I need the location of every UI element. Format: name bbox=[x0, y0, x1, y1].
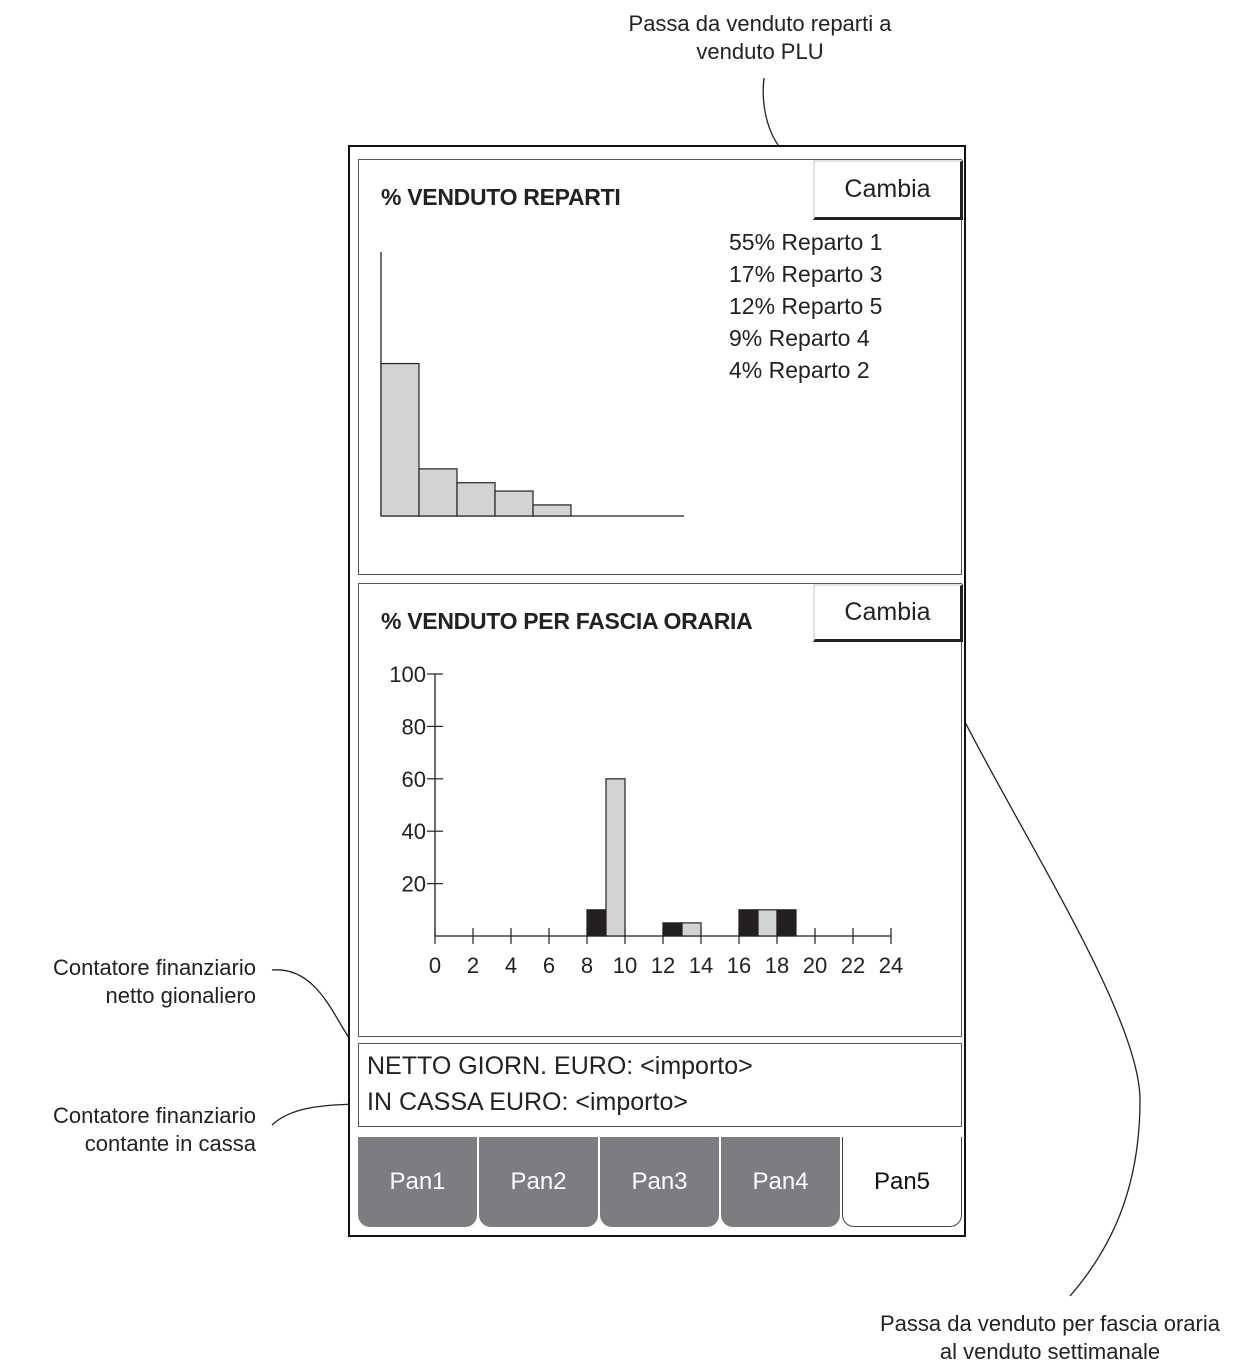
x-tick-label: 8 bbox=[581, 953, 593, 978]
bar-hour-16 bbox=[738, 909, 759, 937]
bar-hour-18 bbox=[776, 909, 797, 937]
counters-panel: NETTO GIORN. EURO: <importo> IN CASSA EU… bbox=[358, 1043, 962, 1127]
bar-reparto-2 bbox=[532, 504, 572, 517]
annotation-line: al venduto settimanale bbox=[939, 1339, 1161, 1364]
x-tick-label: 4 bbox=[505, 953, 517, 978]
annotation-line: Passa da venduto reparti a bbox=[628, 11, 892, 36]
bar-reparto-3 bbox=[418, 468, 458, 517]
x-tick-label: 0 bbox=[429, 953, 441, 978]
tab-pan2[interactable]: Pan2 bbox=[479, 1137, 598, 1227]
bar-reparto-1 bbox=[380, 362, 420, 517]
bar-reparto-5 bbox=[456, 482, 496, 517]
panel-reparti: % VENDUTO REPARTI Cambia 55% Reparto 1 1… bbox=[358, 159, 963, 575]
tab-bar: Pan1 Pan2 Pan3 Pan4 Pan5 bbox=[358, 1137, 962, 1227]
annotation-line: Contatore finanziario bbox=[52, 1103, 256, 1128]
legend-item: 4% Reparto 2 bbox=[729, 357, 870, 383]
annotation-line: Contatore finanziario bbox=[52, 955, 256, 980]
annotation-cambia-reparti: Passa da venduto reparti a venduto PLU bbox=[560, 10, 960, 66]
bar-hour-17 bbox=[757, 909, 778, 937]
legend-item: 12% Reparto 5 bbox=[729, 293, 883, 319]
annotation-line: netto gionaliero bbox=[105, 983, 256, 1008]
tab-pan3[interactable]: Pan3 bbox=[600, 1137, 719, 1227]
cassa-counter: IN CASSA EURO: <importo> bbox=[367, 1088, 688, 1116]
panel-fascia-oraria: % VENDUTO PER FASCIA ORARIA Cambia 20 40 6… bbox=[358, 583, 963, 1037]
annotation-line: Passa da venduto per fascia oraria bbox=[880, 1311, 1220, 1336]
annotation-cambia-fascia: Passa da venduto per fascia oraria al ve… bbox=[850, 1310, 1250, 1366]
legend-item: 9% Reparto 4 bbox=[729, 325, 870, 351]
reparti-bar-chart bbox=[380, 252, 684, 517]
cambia-reparti-button[interactable]: Cambia bbox=[813, 160, 963, 220]
legend-item: 17% Reparto 3 bbox=[729, 261, 883, 287]
legend-item: 55% Reparto 1 bbox=[729, 229, 883, 255]
x-tick-label: 12 bbox=[651, 953, 675, 978]
bar-hour-9 bbox=[605, 778, 626, 937]
x-tick-label: 24 bbox=[879, 953, 903, 978]
panel-reparti-title: % VENDUTO REPARTI bbox=[381, 184, 621, 210]
x-tick-label: 18 bbox=[765, 953, 789, 978]
annotation-line: contante in cassa bbox=[84, 1131, 256, 1156]
annotation-cassa: Contatore finanziario contante in cassa bbox=[10, 1102, 256, 1158]
x-tick-label: 16 bbox=[727, 953, 751, 978]
y-tick-label: 60 bbox=[402, 767, 426, 792]
x-tick-label: 14 bbox=[689, 953, 713, 978]
annotation-netto: Contatore finanziario netto gionaliero bbox=[10, 954, 256, 1010]
y-tick-label: 100 bbox=[389, 662, 426, 687]
bar-hour-13 bbox=[681, 922, 702, 937]
y-tick-label: 40 bbox=[402, 819, 426, 844]
annotation-line: venduto PLU bbox=[696, 39, 824, 64]
x-tick-label: 10 bbox=[613, 953, 637, 978]
netto-counter: NETTO GIORN. EURO: <importo> bbox=[367, 1052, 753, 1080]
bar-reparto-4 bbox=[494, 490, 534, 517]
device-screen: % VENDUTO REPARTI Cambia 55% Reparto 1 1… bbox=[348, 145, 966, 1237]
bar-hour-12 bbox=[662, 922, 683, 937]
leader-line-cambia-fascia bbox=[927, 639, 1141, 1297]
y-tick-label: 20 bbox=[402, 872, 426, 897]
x-tick-label: 22 bbox=[841, 953, 865, 978]
bar-hour-8 bbox=[586, 909, 607, 937]
tab-pan1[interactable]: Pan1 bbox=[358, 1137, 477, 1227]
tab-pan5[interactable]: Pan5 bbox=[842, 1137, 962, 1227]
y-tick-label: 80 bbox=[402, 714, 426, 739]
cambia-fascia-button[interactable]: Cambia bbox=[813, 584, 963, 642]
tab-pan4[interactable]: Pan4 bbox=[721, 1137, 840, 1227]
x-tick-label: 6 bbox=[543, 953, 555, 978]
x-tick-label: 2 bbox=[467, 953, 479, 978]
panel-fascia-title: % VENDUTO PER FASCIA ORARIA bbox=[381, 608, 753, 634]
x-tick-label: 20 bbox=[803, 953, 827, 978]
